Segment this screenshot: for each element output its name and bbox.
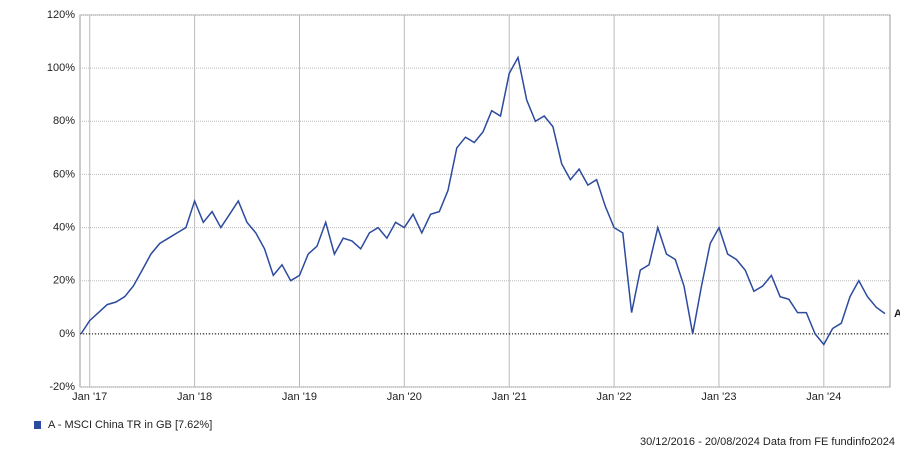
- series-line: [80, 55, 886, 346]
- x-tick-label: Jan '20: [387, 391, 422, 403]
- x-tick-label: Jan '18: [177, 391, 212, 403]
- y-tick-label: -20%: [49, 381, 75, 393]
- plot-frame: [79, 14, 891, 388]
- y-tick-label: 20%: [53, 275, 75, 287]
- y-tick-label: 80%: [53, 115, 75, 127]
- legend-swatch: [34, 421, 41, 429]
- footer: 30/12/2016 - 20/08/2024 Data from FE fun…: [640, 436, 895, 448]
- x-tick-label: Jan '17: [72, 391, 107, 403]
- y-tick-label: 100%: [47, 62, 75, 74]
- x-tick-label: Jan '24: [806, 391, 841, 403]
- x-tick-label: Jan '23: [701, 391, 736, 403]
- y-tick-label: 60%: [53, 168, 75, 180]
- end-label: A: [894, 308, 900, 320]
- x-tick-label: Jan '21: [492, 391, 527, 403]
- legend-label: A - MSCI China TR in GB [7.62%]: [48, 419, 212, 431]
- y-tick-label: 120%: [47, 9, 75, 21]
- y-tick-label: 40%: [53, 221, 75, 233]
- x-tick-label: Jan '22: [597, 391, 632, 403]
- x-tick-label: Jan '19: [282, 391, 317, 403]
- y-tick-label: 0%: [59, 328, 75, 340]
